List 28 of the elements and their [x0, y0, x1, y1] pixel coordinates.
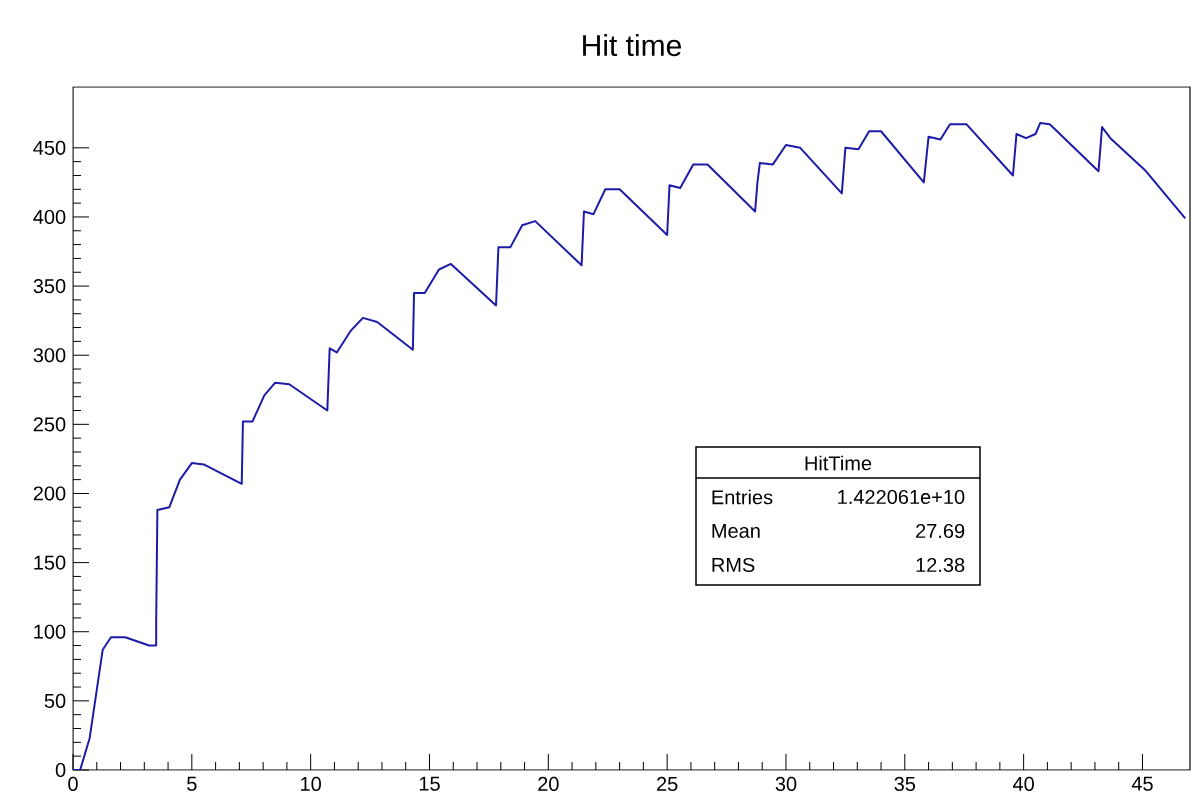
chart-title: Hit time	[583, 34, 681, 57]
x-tick-label: 15	[419, 776, 440, 791]
annotation: Entries	[712, 489, 773, 505]
annotation: 27.69	[916, 523, 965, 539]
x-tick-label: 30	[775, 776, 797, 791]
annotation: 1.422061e+10	[838, 489, 965, 505]
x-tick-label: 45	[1131, 776, 1153, 791]
y-tick-label: 150	[34, 555, 66, 570]
x-tick-label: 20	[538, 776, 559, 791]
x-tick-label: 35	[894, 776, 916, 791]
y-tick-label: 300	[33, 348, 66, 363]
y-tick-label: 50	[44, 693, 66, 708]
y-tick-label: 100	[34, 624, 66, 639]
annotation: HitTime	[805, 455, 872, 471]
x-tick-label: 40	[1012, 776, 1034, 791]
x-tick-label: 25	[657, 776, 678, 791]
y-tick-label: 400	[33, 209, 66, 225]
y-tick-label: 250	[33, 417, 66, 432]
y-tick-label: 200	[33, 486, 66, 501]
x-tick-label: 10	[301, 776, 321, 791]
annotation: 12.38	[916, 557, 965, 573]
x-tick-label: 5	[187, 776, 197, 791]
x-tick-label: 0	[68, 776, 78, 791]
y-tick-label: 0	[55, 762, 66, 778]
y-tick-label: 350	[33, 279, 66, 294]
annotation: Mean	[712, 524, 760, 538]
annotation: RMS	[712, 557, 755, 573]
y-tick-label: 450	[33, 140, 66, 155]
